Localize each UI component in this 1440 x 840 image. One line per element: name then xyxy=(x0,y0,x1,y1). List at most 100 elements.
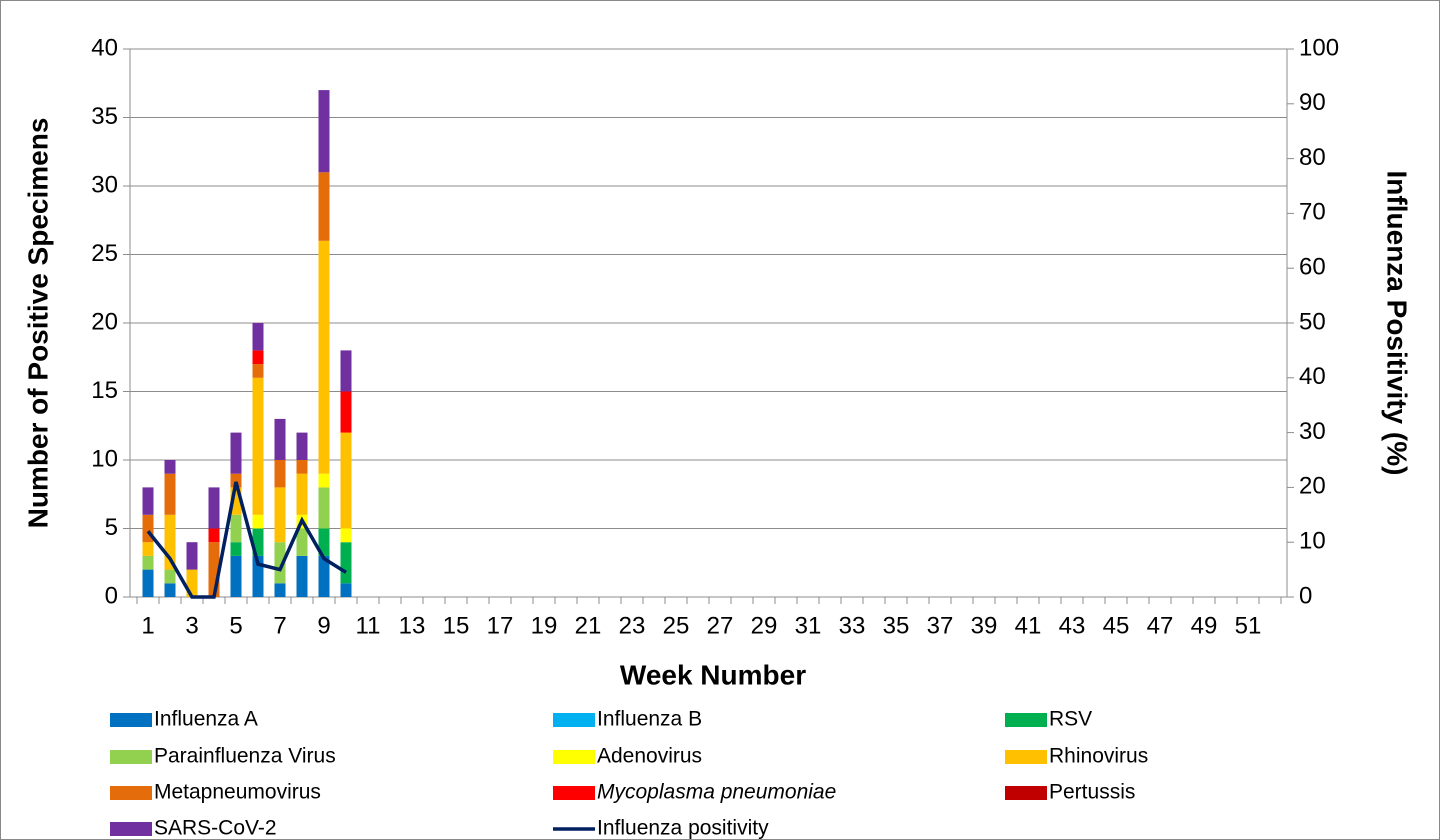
y2-tick-label: 30 xyxy=(1299,418,1326,445)
bar-segment xyxy=(318,240,330,474)
bar-segment xyxy=(230,542,242,556)
bar-segment xyxy=(252,364,264,378)
bar-segment xyxy=(186,542,198,570)
x-tick-label: 1 xyxy=(141,612,154,639)
y2-tick-label: 10 xyxy=(1299,528,1326,555)
x-tick-label: 7 xyxy=(273,612,286,639)
bar-segment xyxy=(296,555,308,597)
bar-segment xyxy=(252,323,264,351)
legend-label: Parainfluenza Virus xyxy=(154,745,336,768)
bar-segment xyxy=(164,460,176,474)
legend-swatch xyxy=(553,713,595,727)
legend-swatch xyxy=(1005,713,1047,727)
bar-segment xyxy=(318,487,330,529)
x-tick-label: 21 xyxy=(575,612,602,639)
bar-segment xyxy=(164,583,176,597)
bar-segment xyxy=(230,514,242,543)
bar-segment xyxy=(252,528,264,556)
x-tick-label: 25 xyxy=(663,612,690,639)
bar-segment xyxy=(296,460,308,474)
y2-axis-title: Influenza Positivity (%) xyxy=(1382,171,1413,476)
y-tick-label: 10 xyxy=(91,445,118,472)
bar-segment xyxy=(296,528,308,556)
y-tick-label: 30 xyxy=(91,171,118,198)
y-tick-label: 5 xyxy=(105,514,118,541)
legend-label: Influenza A xyxy=(154,708,258,731)
x-tick-label: 39 xyxy=(971,612,998,639)
x-tick-label: 11 xyxy=(356,612,381,639)
bar-segment xyxy=(208,487,220,529)
legend-swatch xyxy=(110,750,152,764)
x-tick-label: 15 xyxy=(443,612,470,639)
y-tick-label: 15 xyxy=(91,377,118,404)
bar-segment xyxy=(230,487,242,515)
bar-segment xyxy=(252,514,264,529)
x-tick-label: 17 xyxy=(487,612,514,639)
bar-segment xyxy=(230,555,242,597)
bar-segment xyxy=(164,569,176,584)
x-tick-label: 29 xyxy=(751,612,778,639)
y2-tick-label: 70 xyxy=(1299,199,1326,226)
bar-segment xyxy=(164,473,176,515)
legend-swatch xyxy=(1005,786,1047,800)
bar-segment xyxy=(340,432,352,529)
bar-segment xyxy=(142,514,154,543)
y2-tick-label: 100 xyxy=(1299,34,1339,61)
bar-segment xyxy=(252,377,264,515)
line xyxy=(146,481,347,599)
bar-segment xyxy=(318,555,330,597)
x-tick-label: 33 xyxy=(839,612,866,639)
x-tick-label: 49 xyxy=(1191,612,1218,639)
y-tick-label: 20 xyxy=(91,308,118,335)
legend-label: Adenovirus xyxy=(597,745,702,768)
legend-label: Rhinovirus xyxy=(1049,745,1148,768)
bar-segment xyxy=(318,473,330,488)
y-tick-label: 40 xyxy=(91,34,118,61)
bar-segment xyxy=(142,487,154,515)
bar-segment xyxy=(230,432,242,474)
x-tick-label: 43 xyxy=(1059,612,1086,639)
legend-label: Metapneumovirus xyxy=(154,781,321,804)
legend-label: RSV xyxy=(1049,708,1092,731)
legend-label: Mycoplasma pneumoniae xyxy=(597,781,836,804)
bar-segment xyxy=(164,514,176,570)
x-tick-label: 13 xyxy=(399,612,426,639)
y2-tick-label: 50 xyxy=(1299,308,1326,335)
y2-tick-label: 0 xyxy=(1299,582,1312,609)
bar-segment xyxy=(274,460,286,488)
legend-swatch xyxy=(110,822,152,836)
legend-swatch xyxy=(110,786,152,800)
bar-segment xyxy=(230,473,242,488)
y2-tick-label: 60 xyxy=(1299,254,1326,281)
bar-segment xyxy=(142,542,154,556)
bar-segment xyxy=(340,391,352,433)
y-tick-label: 25 xyxy=(91,240,118,267)
bar-segment xyxy=(142,569,154,597)
x-tick-label: 9 xyxy=(317,612,330,639)
x-tick-label: 45 xyxy=(1103,612,1130,639)
legend-label: Influenza positivity xyxy=(597,817,769,840)
bar-segment xyxy=(186,569,198,597)
x-tick-label: 5 xyxy=(229,612,242,639)
x-tick-label: 3 xyxy=(185,612,198,639)
bar-segment xyxy=(296,473,308,515)
bar-segment xyxy=(252,555,264,597)
bar-segment xyxy=(142,555,154,570)
x-tick-label: 23 xyxy=(619,612,646,639)
x-tick-label: 51 xyxy=(1235,612,1262,639)
bar-segment xyxy=(274,542,286,584)
legend-swatch xyxy=(1005,750,1047,764)
legend: Influenza A Influenza B RSV Parainfluenza V… xyxy=(110,708,1148,840)
bar-segment xyxy=(208,528,220,543)
legend-swatch xyxy=(553,786,595,800)
bar-segment xyxy=(340,528,352,543)
legend-label: SARS-CoV-2 xyxy=(154,817,277,840)
bar-segment xyxy=(340,583,352,597)
y-tick-label: 35 xyxy=(91,103,118,130)
x-tick-label: 47 xyxy=(1147,612,1174,639)
x-tick-label: 27 xyxy=(707,612,734,639)
x-tick-label: 31 xyxy=(795,612,822,639)
bar-segment xyxy=(318,90,330,173)
y2-tick-label: 40 xyxy=(1299,363,1326,390)
